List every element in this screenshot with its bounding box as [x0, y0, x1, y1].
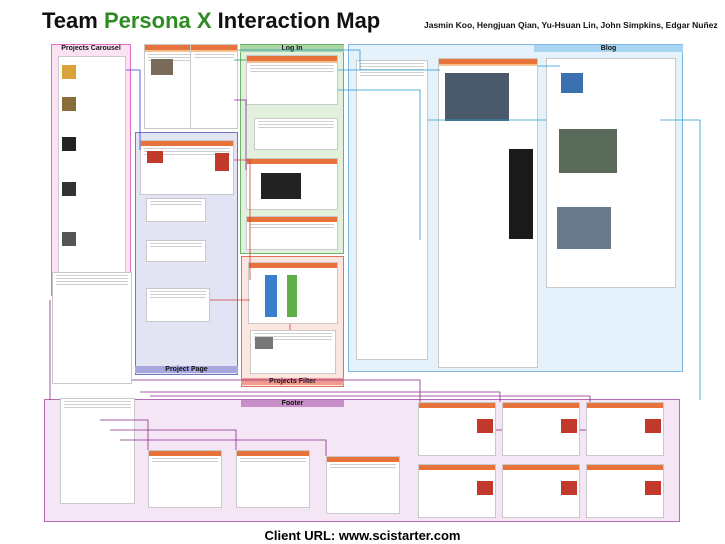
footer-thumb-2 — [60, 398, 135, 504]
connector-line — [110, 429, 237, 450]
project-page-label: Project Page — [135, 366, 238, 373]
login-list-thumb — [246, 216, 338, 250]
footer-thumb-7 — [418, 464, 496, 518]
project-page-thumb-3 — [146, 240, 206, 262]
footer-thumb-10 — [586, 402, 664, 456]
filter-result-thumb — [250, 330, 336, 374]
footer-label: Footer — [241, 400, 344, 407]
footer-thumb-3 — [148, 450, 222, 508]
client-url: Client URL: www.scistarter.com — [264, 528, 461, 543]
blog-main-thumb — [438, 58, 538, 368]
footer-thumb-8 — [502, 402, 580, 456]
author-list: Jasmin Koo, Hengjuan Qian, Yu-Hsuan Lin,… — [424, 20, 718, 30]
connector-line — [234, 99, 247, 170]
footer-thumb-9 — [502, 464, 580, 518]
connector-line — [238, 49, 361, 70]
title-accent: Persona X — [103, 8, 212, 33]
connector-line — [234, 159, 251, 280]
map-title: Team Persona X Interaction Map — [42, 8, 380, 34]
footer-thumb-1 — [52, 272, 132, 384]
connector-line — [660, 119, 701, 400]
footer-thumb-11 — [586, 464, 664, 518]
blog-label: Blog — [534, 45, 683, 52]
blog-side-thumb — [546, 58, 676, 288]
connector-line — [132, 379, 421, 402]
connector-line — [126, 69, 141, 150]
home-thumb-2 — [190, 44, 238, 129]
connector-line — [150, 395, 591, 402]
project-page-thumb-1 — [140, 140, 234, 195]
carousel-thumb — [58, 56, 126, 291]
footer-thumb-4 — [236, 450, 310, 508]
login-form-thumb — [254, 118, 338, 150]
log-in-label: Log In — [240, 45, 344, 52]
project-page-thumb-4 — [146, 288, 210, 322]
connector-line — [338, 89, 421, 240]
title-suffix: Interaction Map — [211, 8, 381, 33]
project-page-thumb-2 — [146, 198, 206, 222]
title-prefix: Team — [42, 8, 104, 33]
login-project-thumb — [246, 158, 338, 210]
connector-line — [140, 391, 501, 402]
filter-thumb — [248, 262, 338, 324]
footer-thumb-5 — [326, 456, 400, 514]
blog-post-thumb — [356, 60, 428, 360]
projects-filter-label: Projects Filter — [241, 378, 344, 385]
connector-line — [100, 419, 149, 450]
footer-thumb-6 — [418, 402, 496, 456]
login-thumb — [246, 55, 338, 105]
projects-carousel-label: Projects Carousel — [61, 45, 121, 52]
connector-line — [120, 439, 327, 456]
